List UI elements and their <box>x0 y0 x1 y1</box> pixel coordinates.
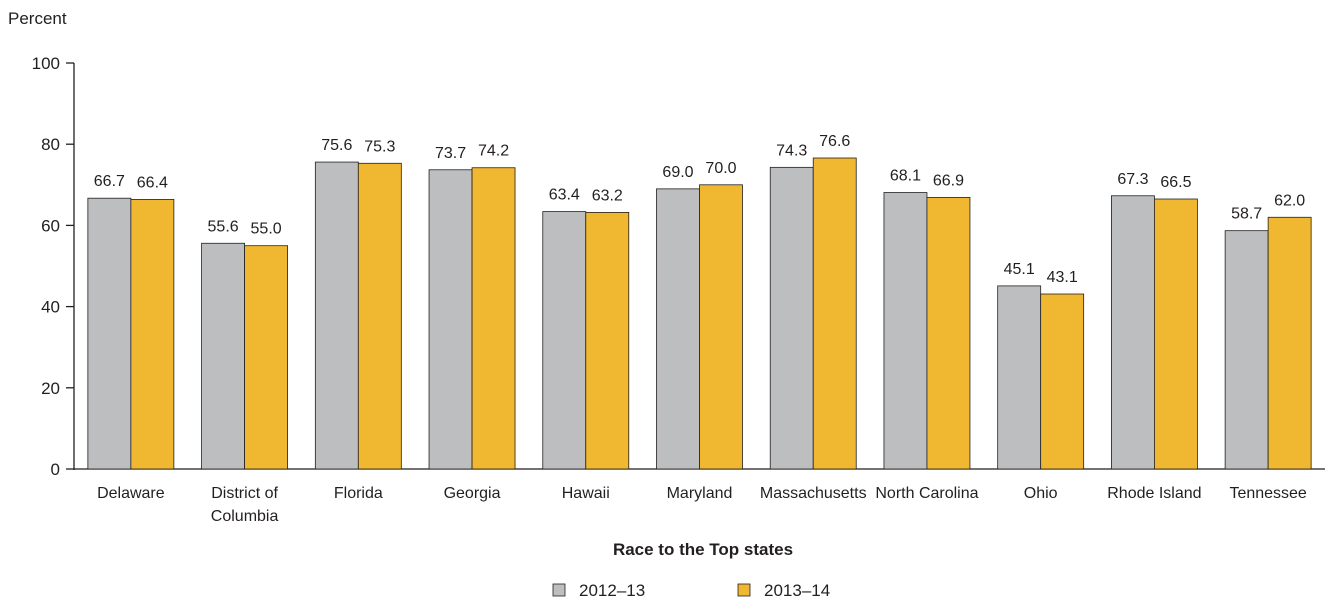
bar-series1 <box>997 285 1042 470</box>
legend: 2012–13 2013–14 <box>552 581 830 600</box>
bars-group <box>87 157 1312 470</box>
y-tick-label: 0 <box>51 460 60 479</box>
bar-series1 <box>656 188 700 470</box>
x-tick-label: Ohio <box>1024 485 1058 502</box>
bar-series1 <box>1111 195 1155 470</box>
data-label: 74.2 <box>478 143 509 160</box>
bar-series2 <box>926 196 971 470</box>
x-tick-label: Tennessee <box>1229 485 1306 502</box>
x-tick-label: Massachusetts <box>760 485 867 502</box>
data-label: 69.0 <box>662 164 693 181</box>
data-label: 70.0 <box>705 160 736 177</box>
x-axis-title: Race to the Top states <box>613 540 793 559</box>
data-label: 45.1 <box>1004 261 1035 278</box>
category-labels-group: Delaware District of Columbia Florida Georgi… <box>97 485 1307 525</box>
bar-series1 <box>1224 230 1269 470</box>
bar-series1 <box>883 192 928 470</box>
bar-series1 <box>87 197 132 470</box>
bar-series2 <box>130 199 175 470</box>
legend-swatch <box>552 583 566 597</box>
legend-label: 2012–13 <box>579 581 645 600</box>
bar-series1 <box>314 161 359 470</box>
legend-label: 2013–14 <box>764 581 830 600</box>
bar-series2 <box>699 184 743 470</box>
bar-series2 <box>585 212 630 470</box>
data-label: 75.6 <box>321 137 352 154</box>
bar-series1 <box>428 169 473 470</box>
bar-series2 <box>1040 293 1085 470</box>
data-label: 55.0 <box>251 221 282 238</box>
data-label: 67.3 <box>1117 171 1148 188</box>
data-label: 63.4 <box>549 187 580 204</box>
y-tick-label: 60 <box>41 216 60 235</box>
x-tick-label: Georgia <box>444 485 501 502</box>
value-labels-group: 66.7 66.4 55.6 55.0 75.6 75.3 73.7 74.2 63.4 63.2… <box>94 133 1306 286</box>
data-label: 66.7 <box>94 173 125 190</box>
data-label: 55.6 <box>208 218 239 235</box>
y-tick-label: 40 <box>41 298 60 317</box>
data-label: 66.5 <box>1160 174 1191 191</box>
x-tick-label: North Carolina <box>875 485 978 502</box>
bar-series1 <box>769 166 814 470</box>
data-label: 76.6 <box>819 133 850 150</box>
bar-series2 <box>1154 198 1198 470</box>
y-axis-label: Percent <box>8 9 67 28</box>
y-tick-label: 20 <box>41 379 60 398</box>
x-tick-label: Maryland <box>667 485 733 502</box>
data-label: 62.0 <box>1274 192 1305 209</box>
bar-series2 <box>357 162 402 470</box>
data-label: 63.2 <box>592 187 623 204</box>
x-tick-label: District of Columbia <box>211 485 279 525</box>
data-label: 74.3 <box>776 142 807 159</box>
legend-swatch <box>737 583 751 597</box>
data-label: 75.3 <box>364 138 395 155</box>
data-label: 66.9 <box>933 172 964 189</box>
x-tick-label: Florida <box>334 485 383 502</box>
bar-series1 <box>201 242 245 470</box>
x-tick-label: Delaware <box>97 485 165 502</box>
bar-series2 <box>244 245 288 470</box>
data-label: 58.7 <box>1231 206 1262 223</box>
x-tick-label: Rhode Island <box>1107 485 1201 502</box>
bar-series2 <box>471 167 516 470</box>
bar-series1 <box>542 211 587 470</box>
data-label: 73.7 <box>435 145 466 162</box>
x-tick-label: Hawaii <box>562 485 610 502</box>
data-label: 66.4 <box>137 174 168 191</box>
data-label: 68.1 <box>890 168 921 185</box>
y-tick-label: 100 <box>32 54 60 73</box>
y-tick-label: 80 <box>41 135 60 154</box>
y-axis: 0 20 40 60 80 100 <box>32 54 75 479</box>
bar-series2 <box>1267 216 1312 470</box>
data-label: 43.1 <box>1047 269 1078 286</box>
bar-series2 <box>812 157 857 470</box>
